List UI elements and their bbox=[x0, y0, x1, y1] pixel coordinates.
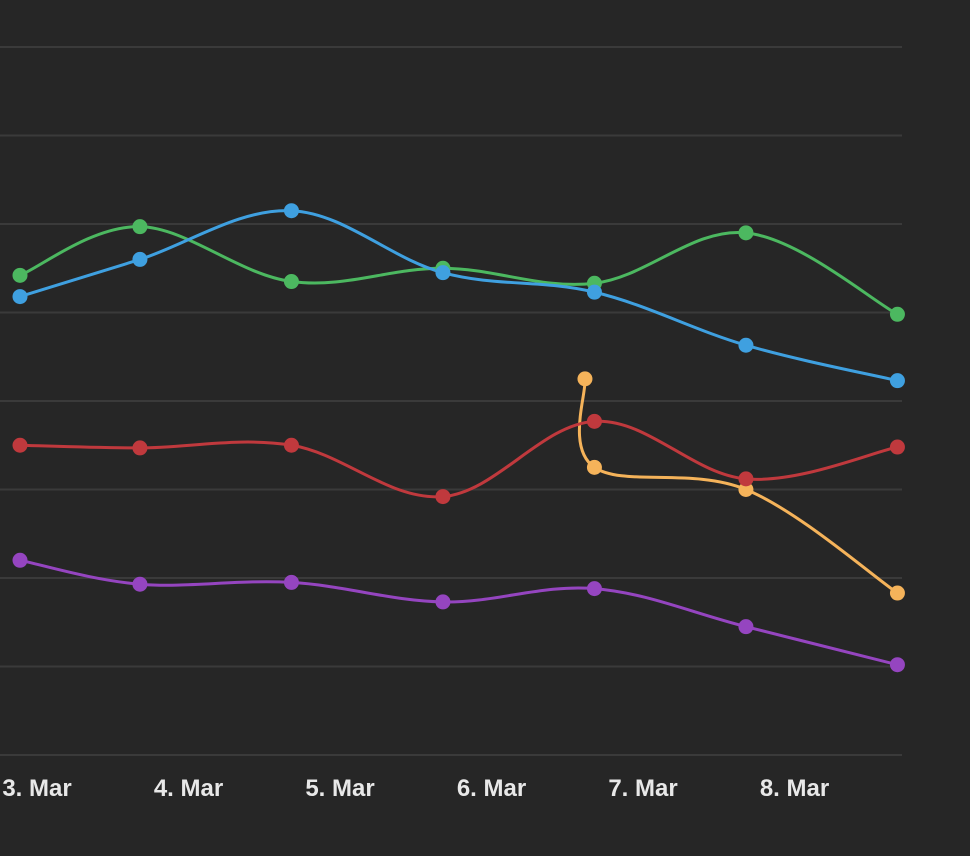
data-point[interactable] bbox=[12, 267, 28, 283]
x-tick-label: 3. Mar bbox=[2, 775, 71, 802]
x-tick-label: 6. Mar bbox=[457, 775, 526, 802]
x-tick-label: 5. Mar bbox=[305, 775, 374, 802]
data-point[interactable] bbox=[12, 552, 28, 568]
data-point[interactable] bbox=[889, 585, 905, 601]
series-line-0 bbox=[18, 225, 899, 316]
data-point[interactable] bbox=[435, 489, 451, 505]
data-point[interactable] bbox=[586, 413, 602, 429]
data-point[interactable] bbox=[283, 574, 299, 590]
data-point[interactable] bbox=[738, 225, 754, 241]
data-point[interactable] bbox=[435, 594, 451, 610]
series-line-2 bbox=[577, 377, 899, 595]
series-line-4 bbox=[18, 558, 899, 667]
data-point[interactable] bbox=[889, 373, 905, 389]
data-point[interactable] bbox=[738, 482, 754, 497]
grid-lines bbox=[0, 46, 902, 756]
data-point[interactable] bbox=[889, 657, 905, 673]
data-point[interactable] bbox=[586, 581, 602, 597]
data-point[interactable] bbox=[889, 306, 905, 322]
x-axis: 3. Mar 4. Mar 5. Mar 6. Mar 7. Mar 8. Mar bbox=[2, 775, 829, 802]
data-point[interactable] bbox=[132, 219, 148, 235]
data-point[interactable] bbox=[577, 371, 593, 387]
data-point[interactable] bbox=[12, 437, 28, 453]
x-tick-label: 7. Mar bbox=[608, 775, 677, 802]
series-line-3 bbox=[18, 419, 899, 499]
data-point[interactable] bbox=[435, 265, 451, 281]
data-point[interactable] bbox=[283, 437, 299, 453]
data-point[interactable] bbox=[738, 471, 754, 487]
data-point[interactable] bbox=[738, 337, 754, 353]
data-point[interactable] bbox=[132, 576, 148, 592]
data-point[interactable] bbox=[586, 459, 602, 475]
data-point[interactable] bbox=[889, 439, 905, 455]
data-point[interactable] bbox=[283, 203, 299, 219]
data-point[interactable] bbox=[283, 274, 299, 290]
data-point[interactable] bbox=[738, 619, 754, 635]
series-markers bbox=[12, 203, 905, 673]
series-lines bbox=[18, 209, 899, 667]
x-tick-label: 4. Mar bbox=[154, 775, 223, 802]
data-point[interactable] bbox=[132, 440, 148, 456]
data-point[interactable] bbox=[132, 251, 148, 267]
x-tick-label: 8. Mar bbox=[760, 775, 829, 802]
data-point[interactable] bbox=[586, 284, 602, 300]
data-point[interactable] bbox=[12, 289, 28, 305]
